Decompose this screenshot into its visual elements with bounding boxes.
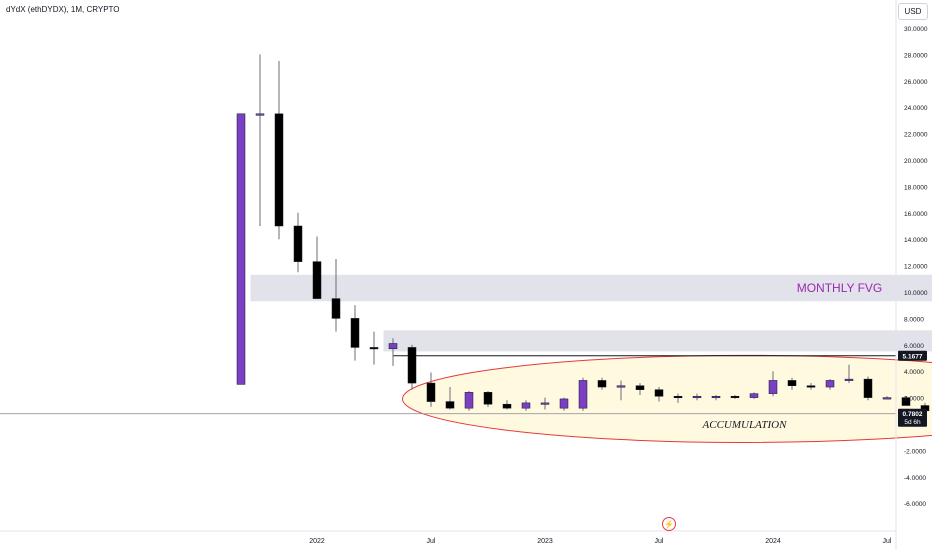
candle-body-31 (825, 380, 835, 388)
candle-body-8 (388, 343, 398, 350)
y-tick-label: -4.0000 (904, 475, 926, 482)
price-badge-value: 0.7802 (903, 411, 923, 418)
candle-body-3 (293, 225, 303, 262)
y-tick-label: 8.0000 (904, 316, 924, 323)
candle-body-23 (673, 396, 683, 399)
candle-body-11 (445, 401, 455, 409)
currency-button[interactable]: USD (898, 3, 928, 20)
candle-body-28 (768, 380, 778, 394)
y-tick-label: 22.0000 (904, 132, 928, 139)
candle-body-20 (616, 385, 626, 388)
y-tick-label: 24.0000 (904, 105, 928, 112)
accumulation-ellipse (402, 354, 932, 443)
x-tick-label: Jul (427, 538, 436, 545)
fvg-zone-1 (383, 330, 932, 352)
x-tick-label: 2024 (765, 538, 781, 545)
accumulation-label: ACCUMULATION (702, 419, 788, 431)
x-axis: 2022Jul2023Jul2024Jul2025Jul2026Jul2027 (0, 530, 896, 545)
candle-body-17 (559, 398, 569, 409)
price-badge-countdown: 5d 6h (904, 419, 921, 426)
y-axis: 30.0000 28.0000 26.0000 24.0000 22.0000 20.00… (895, 0, 928, 550)
candle-body-14 (502, 403, 512, 409)
candle-body-26 (730, 396, 740, 399)
candle-body-2 (274, 113, 284, 227)
lightning-icon[interactable]: ⚡ (662, 517, 676, 531)
fvg-zone-0 (250, 274, 932, 302)
candle-body-18 (578, 380, 588, 409)
y-tick-label: 12.0000 (904, 264, 928, 271)
candle-body-0 (236, 113, 246, 385)
candle-body-24 (692, 396, 702, 399)
symbol-title: dYdX (ethDYDX), 1M, CRYPTO (6, 5, 120, 14)
candle-body-15 (521, 402, 531, 409)
y-tick-label: -2.0000 (904, 448, 926, 455)
zones-layer: MONTHLY FVG (250, 274, 932, 352)
annotations-layer: ACCUMULATION (702, 419, 788, 431)
price-badge-0 (898, 350, 927, 361)
x-tick-label: Jul (883, 538, 892, 545)
candle-body-30 (806, 385, 816, 388)
candles-layer (236, 54, 930, 412)
candle-body-6 (350, 318, 360, 348)
x-tick-label: 2022 (309, 538, 325, 545)
y-tick-label: 14.0000 (904, 237, 928, 244)
y-tick-label: 10.0000 (904, 290, 928, 297)
price-badge-value: 5.1677 (903, 353, 923, 360)
candle-body-9 (407, 347, 417, 384)
y-tick-label: 30.0000 (904, 26, 928, 33)
y-tick-label: 26.0000 (904, 79, 928, 86)
candle-body-4 (312, 261, 322, 299)
x-tick-label: 2023 (537, 538, 553, 545)
candle-body-13 (483, 392, 493, 405)
candle-body-1 (255, 113, 265, 116)
candle-body-33 (863, 378, 873, 398)
y-tick-label: 6.0000 (904, 343, 924, 350)
candle-body-16 (540, 402, 550, 405)
y-tick-label: 28.0000 (904, 52, 928, 59)
x-tick-label: Jul (655, 538, 664, 545)
accumulation-layer (402, 354, 932, 443)
candle-body-22 (654, 389, 664, 397)
candle-body-10 (426, 382, 436, 402)
y-tick-label: -6.0000 (904, 501, 926, 508)
candle-body-32 (844, 378, 854, 381)
price-badge-1 (898, 408, 927, 427)
candle-body-29 (787, 380, 797, 386)
candle-body-34 (882, 397, 892, 400)
y-tick-label: 2.0000 (904, 396, 924, 403)
candle-body-27 (749, 393, 759, 398)
candle-body-7 (369, 347, 379, 350)
candle-body-25 (711, 396, 721, 399)
fvg-zone-label: MONTHLY FVG (797, 281, 883, 295)
candle-body-5 (331, 298, 341, 319)
y-tick-label: 20.0000 (904, 158, 928, 165)
lines-layer (0, 355, 896, 415)
y-tick-label: 18.0000 (904, 184, 928, 191)
y-tick-label: 16.0000 (904, 211, 928, 218)
candle-body-12 (464, 392, 474, 409)
candle-body-35 (901, 397, 911, 406)
candle-body-19 (597, 380, 607, 388)
y-tick-label: 4.0000 (904, 369, 924, 376)
candle-body-21 (635, 385, 645, 390)
